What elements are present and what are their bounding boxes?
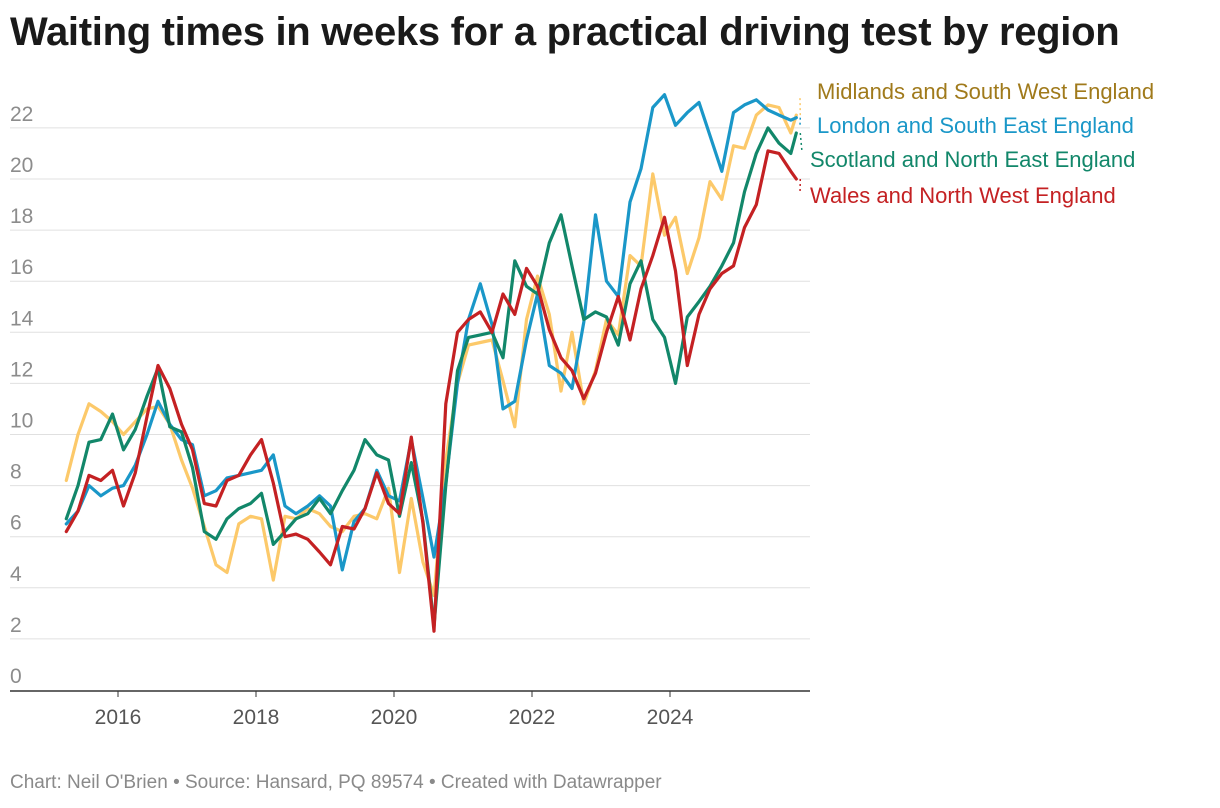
series-label: Wales and North West England [810, 183, 1116, 208]
series-label: Midlands and South West England [817, 79, 1154, 104]
y-tick-label: 0 [10, 665, 22, 688]
x-axis-tick-labels: 2016 2018 2020 2022 2024 [95, 691, 694, 729]
y-tick-label: 16 [10, 256, 33, 279]
x-tick-label: 2020 [371, 706, 418, 729]
y-tick-label: 18 [10, 205, 33, 228]
y-tick-label: 10 [10, 410, 33, 433]
gridlines [10, 127, 810, 692]
y-tick-label: 8 [10, 461, 22, 484]
x-tick-label: 2024 [647, 706, 694, 729]
x-tick-label: 2018 [233, 706, 280, 729]
series-line-0 [64, 103, 798, 598]
series-label: Scotland and North East England [810, 147, 1135, 172]
y-tick-label: 12 [10, 358, 33, 381]
y-tick-label: 6 [10, 512, 22, 535]
y-tick-label: 22 [10, 103, 33, 126]
y-axis-tick-labels: 0 2 4 6 8 10 12 14 16 18 20 22 [10, 103, 34, 688]
x-tick-label: 2016 [95, 706, 142, 729]
series-label-connector [799, 132, 803, 153]
series-label: London and South East England [817, 113, 1134, 138]
series-line-3 [64, 149, 798, 633]
x-tick-label: 2022 [509, 706, 556, 729]
chart-footer-credits: Chart: Neil O'Brien • Source: Hansard, P… [10, 772, 662, 793]
y-tick-label: 14 [10, 307, 34, 330]
page-title: Waiting times in weeks for a practical d… [10, 10, 1120, 54]
y-tick-label: 2 [10, 614, 22, 637]
series-labels: Midlands and South West England London an… [799, 79, 1154, 208]
y-tick-label: 20 [10, 154, 33, 177]
y-tick-label: 4 [10, 563, 22, 586]
series-lines [64, 93, 798, 633]
